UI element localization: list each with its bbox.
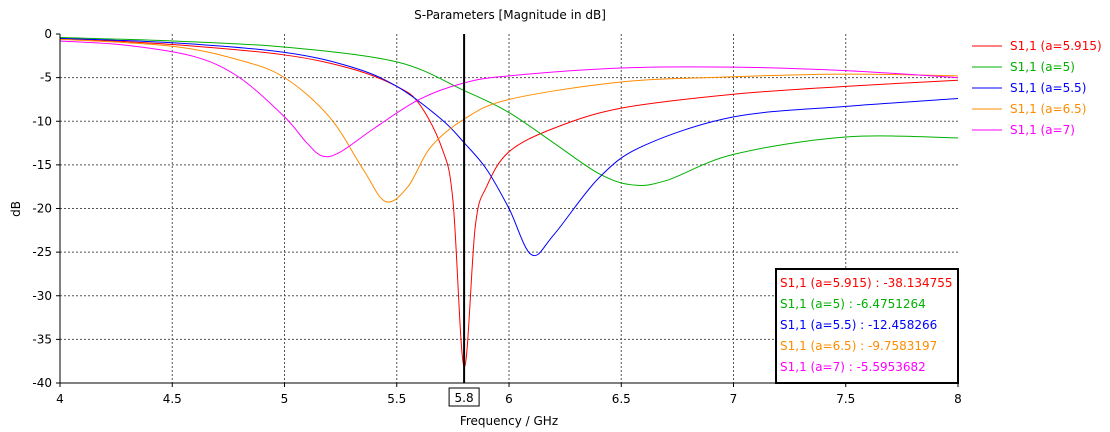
y-tick-label: -35 [32, 332, 52, 346]
series-line-3 [59, 38, 959, 203]
x-tick-label: 6 [505, 392, 513, 406]
chart-title: S-Parameters [Magnitude in dB] [414, 8, 606, 22]
readout-line: S1,1 (a=6.5) : -9.7583197 [780, 339, 937, 353]
legend-label: S1,1 (a=6.5) [1010, 102, 1086, 116]
y-tick-labels: 0 -5 -10 -15 -20 -25 -30 -35 -40 [32, 27, 52, 390]
curves [59, 36, 959, 368]
frequency-marker[interactable]: 5.8 [448, 34, 480, 407]
y-tick-label: 0 [44, 27, 52, 41]
x-tick-label: 6.5 [612, 392, 631, 406]
marker-label: 5.8 [455, 391, 474, 405]
series-line-1 [59, 36, 959, 186]
x-tick-label: 8 [954, 392, 962, 406]
x-tick-label: 4.5 [163, 392, 182, 406]
y-tick-label: -5 [40, 71, 52, 85]
y-tick-label: -15 [32, 158, 52, 172]
series-line-2 [59, 37, 959, 257]
x-tick-label: 7.5 [836, 392, 855, 406]
legend-label: S1,1 (a=5.5) [1010, 81, 1086, 95]
y-tick-label: -10 [32, 114, 52, 128]
x-tick-label: 4 [56, 392, 64, 406]
y-tick-label: -40 [32, 376, 52, 390]
readout-line: S1,1 (a=5) : -6.4751264 [780, 297, 926, 311]
legend-label: S1,1 (a=5.915) [1010, 39, 1102, 53]
x-tick-label: 5.5 [387, 392, 406, 406]
x-tick-label: 7 [730, 392, 738, 406]
y-axis-label: dB [9, 201, 23, 217]
legend: S1,1 (a=5.915) S1,1 (a=5) S1,1 (a=5.5) S1,1… [972, 39, 1102, 137]
x-tick-labels: 4 4.5 5 5.5 6 6.5 7 7.5 8 [56, 392, 962, 406]
legend-label: S1,1 (a=5) [1010, 60, 1075, 74]
readout-line: S1,1 (a=5.915) : -38.134755 [780, 276, 953, 290]
legend-label: S1,1 (a=7) [1010, 123, 1075, 137]
series-line-4 [59, 40, 959, 158]
readout-line: S1,1 (a=5.5) : -12.458266 [780, 318, 937, 332]
y-tick-label: -20 [32, 202, 52, 216]
readout-frame [775, 268, 959, 384]
x-tick-label: 5 [281, 392, 289, 406]
marker-label-box [448, 387, 480, 407]
marker-readout-box: S1,1 (a=5.915) : -38.134755 S1,1 (a=5) : … [775, 268, 959, 384]
x-axis-label: Frequency / GHz [460, 414, 558, 428]
y-tick-label: -25 [32, 245, 52, 259]
y-tick-label: -30 [32, 289, 52, 303]
readout-line: S1,1 (a=7) : -5.5953682 [780, 360, 926, 374]
